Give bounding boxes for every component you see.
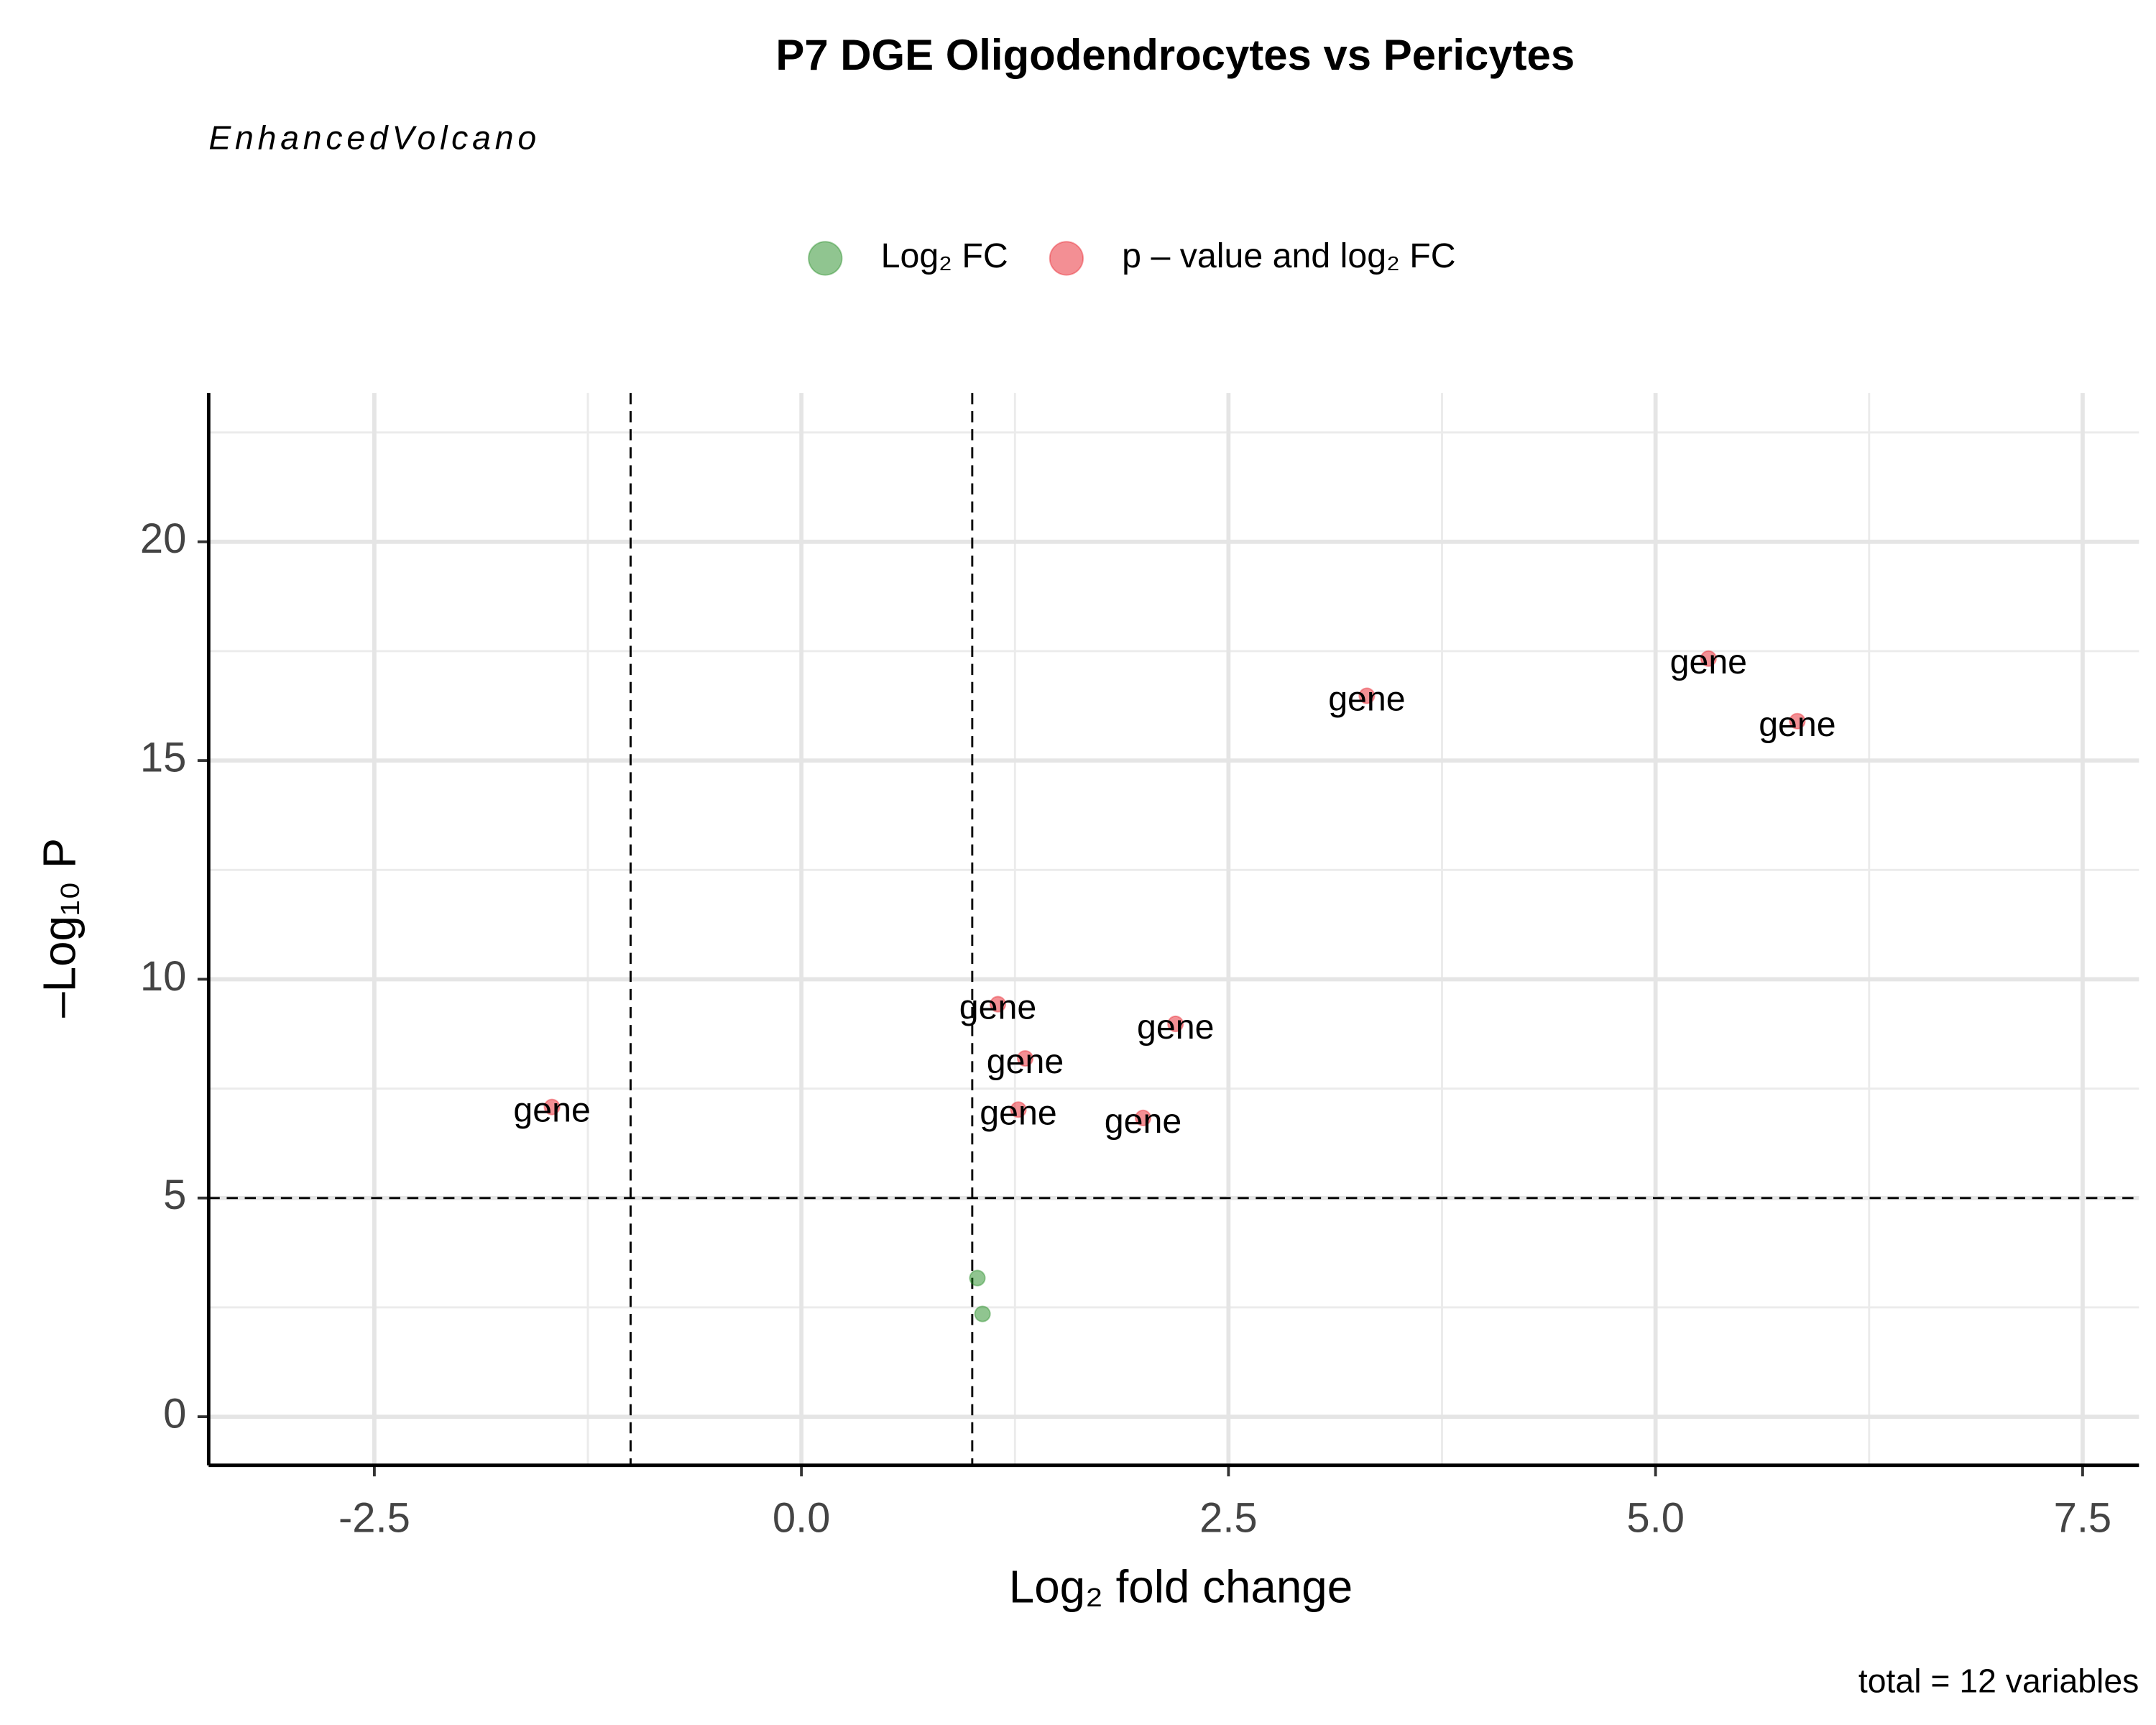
point xyxy=(1167,1015,1184,1033)
point-label: gene xyxy=(1670,643,1747,681)
point xyxy=(1700,650,1717,667)
point xyxy=(969,1269,986,1287)
point xyxy=(1358,687,1376,704)
point xyxy=(1789,712,1806,730)
legend-marker xyxy=(1049,241,1084,276)
y-axis-label: –Log₁₀ P xyxy=(33,838,85,1018)
legend-label: p – value and log₂ FC xyxy=(1122,236,1455,275)
point xyxy=(1016,1050,1034,1067)
point-label: gene xyxy=(1328,680,1405,719)
point xyxy=(974,1305,991,1322)
legend-label: Log₂ FC xyxy=(881,236,1008,275)
point xyxy=(543,1098,561,1116)
point xyxy=(1134,1109,1152,1126)
point xyxy=(1010,1101,1027,1118)
point-label: gene xyxy=(513,1091,590,1130)
point xyxy=(989,995,1007,1013)
y-tick-label: 20 xyxy=(140,516,186,562)
y-tick-label: 10 xyxy=(140,954,186,1000)
legend-marker xyxy=(808,241,843,276)
x-tick-label: 0.0 xyxy=(773,1495,831,1541)
chart-title: P7 DGE Oligodendrocytes vs Pericytes xyxy=(775,31,1575,79)
x-tick-label: 7.5 xyxy=(2054,1495,2112,1541)
x-tick-label: 5.0 xyxy=(1626,1495,1685,1541)
caption: total = 12 variables xyxy=(1858,1662,2139,1699)
y-tick-label: 5 xyxy=(163,1172,186,1218)
x-tick-label: 2.5 xyxy=(1199,1495,1258,1541)
point-label: gene xyxy=(1137,1008,1214,1046)
y-tick-label: 15 xyxy=(140,735,186,781)
point-label: gene xyxy=(1759,705,1835,744)
chart-subtitle: EnhancedVolcano xyxy=(208,119,540,156)
point-label: gene xyxy=(987,1042,1064,1081)
x-axis-label: Log₂ fold change xyxy=(1009,1560,1353,1612)
y-tick-label: 0 xyxy=(163,1391,186,1437)
point-label: gene xyxy=(959,988,1036,1027)
x-tick-label: -2.5 xyxy=(338,1495,410,1541)
point-label: gene xyxy=(1105,1102,1181,1141)
point-label: gene xyxy=(980,1093,1056,1132)
